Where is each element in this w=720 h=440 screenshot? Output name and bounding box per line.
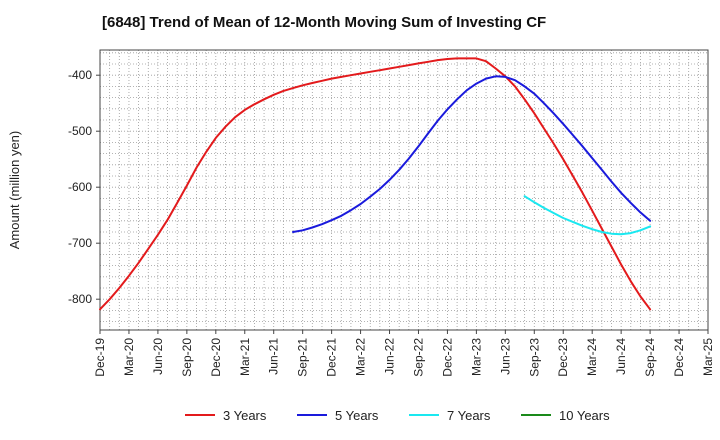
legend-label: 5 Years	[335, 408, 379, 423]
x-tick-label: Dec-24	[672, 338, 686, 377]
series-line-7-years	[523, 195, 652, 236]
legend-label: 10 Years	[559, 408, 610, 423]
y-tick-label: -500	[68, 124, 92, 138]
legend-label: 7 Years	[447, 408, 491, 423]
x-tick-label: Dec-22	[440, 338, 454, 377]
x-tick-label: Mar-24	[585, 338, 599, 376]
x-tick-label: Mar-21	[238, 338, 252, 376]
x-tick-label: Dec-20	[209, 338, 223, 377]
x-tick-label: Dec-21	[325, 338, 339, 377]
x-tick-label: Dec-23	[556, 338, 570, 377]
x-tick-label: Jun-24	[614, 338, 628, 375]
chart-title: [6848] Trend of Mean of 12-Month Moving …	[102, 14, 547, 31]
x-tick-label: Jun-20	[151, 338, 165, 375]
plot-frame	[99, 49, 709, 331]
x-tick-label: Mar-22	[354, 338, 368, 376]
x-tick-label: Dec-19	[93, 338, 107, 377]
y-tick-label: -700	[68, 236, 92, 250]
y-axis-title: Amount (million yen)	[7, 131, 22, 250]
x-tick-label: Jun-23	[498, 338, 512, 375]
y-tick-label: -600	[68, 180, 92, 194]
x-tick-label: Mar-25	[701, 338, 715, 376]
legend-label: 3 Years	[223, 408, 267, 423]
x-tick-label: Sep-23	[527, 338, 541, 377]
y-tick-label: -800	[68, 292, 92, 306]
x-tick-label: Sep-24	[643, 338, 657, 377]
x-tick-label: Sep-20	[180, 338, 194, 377]
x-tick-label: Jun-22	[383, 338, 397, 375]
y-axis: -400 -500 -600 -700 -800	[68, 68, 100, 306]
x-tick-label: Jun-21	[267, 338, 281, 375]
x-axis: Dec-19 Mar-20 Jun-20 Sep-20 Dec-20 Mar-21 Jun-…	[93, 330, 715, 377]
series-line-3-years	[99, 57, 652, 311]
legend: 3 Years 5 Years 7 Years 10 Years	[185, 408, 610, 423]
x-tick-label: Sep-22	[411, 338, 425, 377]
series-line-5-years	[292, 75, 652, 233]
series-layer	[99, 57, 652, 311]
y-tick-label: -400	[68, 68, 92, 82]
x-tick-label: Sep-21	[296, 338, 310, 377]
x-tick-label: Mar-20	[122, 338, 136, 376]
grid-layer	[100, 50, 708, 330]
x-tick-label: Mar-23	[469, 338, 483, 376]
